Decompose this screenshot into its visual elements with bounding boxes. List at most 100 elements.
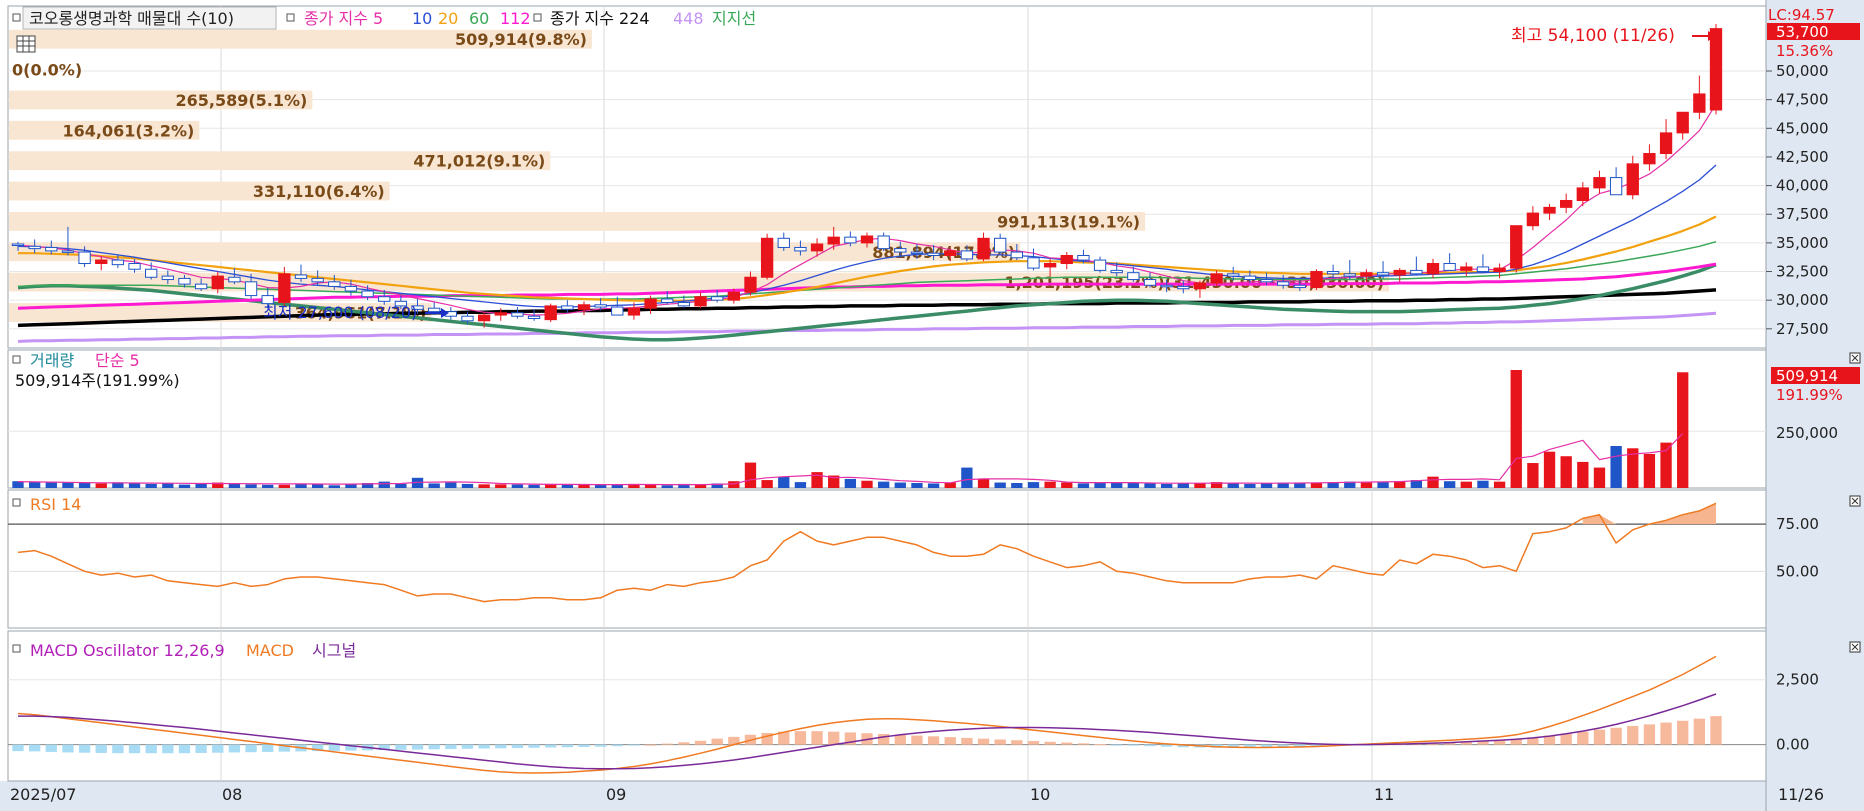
candle-down xyxy=(344,285,358,292)
macd-oscillator-bar xyxy=(1443,742,1456,745)
candle-up xyxy=(810,243,824,252)
candle-down xyxy=(1127,272,1140,281)
volume-bar xyxy=(594,484,607,488)
volume-bar xyxy=(1677,372,1689,488)
macd-oscillator-bar xyxy=(728,736,740,745)
macd-oscillator-bar xyxy=(1560,733,1572,745)
macd-oscillator-bar xyxy=(1310,744,1323,747)
volume-legend-title: 거래량 xyxy=(30,351,74,370)
macd-legend[interactable]: MACD Oscillator 12,26,9 MACD 시그널 xyxy=(12,641,356,660)
candle-down xyxy=(1010,251,1023,259)
candle-down xyxy=(461,315,474,322)
macd-oscillator-bar xyxy=(428,744,440,750)
volume-bar xyxy=(1111,482,1123,488)
candle-down xyxy=(1443,263,1456,271)
volume-bar xyxy=(1477,480,1489,488)
candle-up xyxy=(744,276,757,293)
macd-oscillator-bar xyxy=(1111,744,1123,746)
price-tick-label: 27,500 xyxy=(1776,320,1829,338)
candle-down xyxy=(1160,284,1173,288)
legend-stock-box[interactable] xyxy=(22,6,277,30)
volume-bar xyxy=(1593,467,1606,488)
x-label-jul: 2025/07 xyxy=(10,785,76,804)
grid-icon[interactable] xyxy=(16,35,36,53)
candle-down xyxy=(61,250,75,253)
candle-down xyxy=(111,259,125,266)
macd-oscillator-bar xyxy=(28,744,41,752)
volume-bar xyxy=(62,482,74,488)
close-box-icon[interactable] xyxy=(1849,641,1861,653)
candle-down xyxy=(128,263,141,270)
macd-oscillator-bar xyxy=(162,744,174,754)
volume-bar xyxy=(445,482,457,488)
candle-up xyxy=(1643,153,1656,165)
macd-oscillator-bar xyxy=(911,735,923,745)
x-label-aug: 08 xyxy=(222,785,242,804)
candle-down xyxy=(244,281,258,297)
macd-legend-signal: 시그널 xyxy=(312,641,356,660)
volume-bar xyxy=(561,484,574,488)
macd-oscillator-bar xyxy=(1643,724,1656,745)
volume-bar xyxy=(844,478,857,488)
rsi-series xyxy=(17,502,1717,603)
macd-oscillator-bar xyxy=(245,744,257,753)
candle-down xyxy=(261,295,274,305)
macd-legend-macd: MACD xyxy=(246,641,294,660)
candle-down xyxy=(661,298,674,303)
volume-bar xyxy=(861,480,873,488)
volume-bar xyxy=(378,481,390,488)
macd-oscillator-bar xyxy=(1094,744,1106,746)
volume-bar xyxy=(12,481,24,488)
candle-down xyxy=(777,237,790,248)
volume-bar xyxy=(1610,446,1622,488)
square-icon xyxy=(12,355,21,364)
volume-bar xyxy=(28,481,41,488)
candle-up xyxy=(944,250,957,256)
candle-up xyxy=(1043,263,1057,268)
volume-bar xyxy=(461,483,474,488)
volume-bar xyxy=(128,483,141,488)
candle-down xyxy=(1243,275,1257,281)
candle-down xyxy=(794,246,807,252)
rsi-tick-label: 50.00 xyxy=(1776,562,1819,580)
candle-down xyxy=(311,277,324,283)
macd-oscillator-bar xyxy=(1477,740,1489,745)
volume-bar xyxy=(877,481,890,488)
volume-bars xyxy=(12,370,1689,488)
macd-oscillator-bar xyxy=(395,744,407,750)
price-legend[interactable]: 코오롱생명과학 매물대 수(10) 종가 지수 5 10 20 60 112 종… xyxy=(12,6,756,30)
volume-bar xyxy=(1044,481,1056,488)
volume-bar xyxy=(395,483,407,488)
close-box-icon[interactable] xyxy=(1849,495,1861,507)
macd-oscillator-bar xyxy=(844,732,857,745)
candle-down xyxy=(1293,284,1306,289)
macd-oscillator-bar xyxy=(1493,739,1506,745)
candle-up xyxy=(644,298,657,309)
x-label-nov: 11 xyxy=(1374,785,1394,804)
close-box-icon[interactable] xyxy=(1849,352,1861,364)
volume-bar xyxy=(228,483,241,488)
macd-oscillator-bar xyxy=(1027,741,1040,745)
rsi-line xyxy=(17,502,1717,603)
volume-bar xyxy=(428,483,440,488)
x-label-oct: 10 xyxy=(1030,785,1050,804)
legend-support: 지지선 xyxy=(712,9,756,28)
candle-down xyxy=(145,268,158,278)
volume-bar xyxy=(545,483,557,488)
volume-profile-band xyxy=(9,29,592,49)
candle-down xyxy=(394,300,408,307)
candle-down xyxy=(611,306,624,316)
volume-bar xyxy=(1210,482,1223,488)
macd-oscillator-bar xyxy=(578,744,590,747)
volume-bar xyxy=(628,483,640,488)
candle-down xyxy=(1476,266,1490,273)
candle-up xyxy=(627,307,641,316)
macd-oscillator-bar xyxy=(478,744,490,749)
rsi-overbought-fill xyxy=(1582,503,1716,525)
volume-bar xyxy=(1394,481,1406,488)
volume-legend[interactable]: 거래량 단순 5 xyxy=(12,351,140,370)
macd-oscillator-bar xyxy=(445,744,457,750)
macd-oscillator-bar xyxy=(262,744,274,752)
rsi-legend[interactable]: RSI 14 xyxy=(12,495,81,514)
